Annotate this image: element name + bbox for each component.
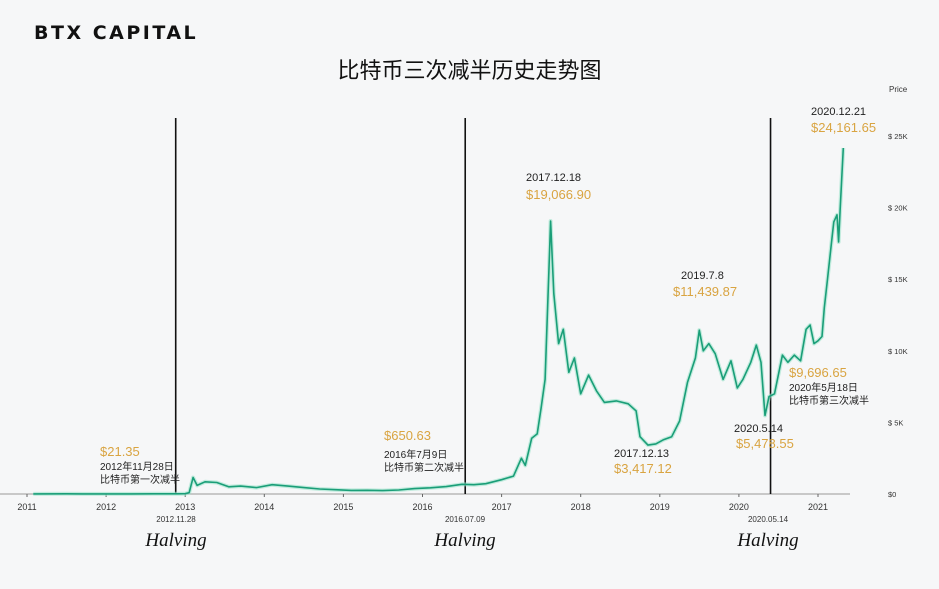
x-tick-label: 2019 [650,502,670,512]
y-axis-label: Price [889,85,908,94]
y-tick-label: $ 10K [888,347,908,356]
y-tick-label: $ 15K [888,275,908,284]
halving-label: Halving [737,530,799,551]
x-tick-label: 2013 [175,502,195,512]
halving-date-label: 2012.11.28 [156,515,196,524]
annotation-date: 2017.12.13 [614,448,670,460]
annotation-price: $11,439.87 [673,284,738,299]
x-tick-label: 2012 [96,502,116,512]
annotation-price: $21.35 [100,444,140,459]
annotation-note: 比特币第二次减半 [384,463,464,474]
annotation-price: $24,161.65 [811,120,877,135]
halving-label: Halving [145,530,207,551]
annotation-date: 2016年7月9日 [384,450,448,461]
annotation-price: $5,478.55 [736,436,794,451]
y-tick-label: $ 25K [888,132,908,141]
x-tick-label: 2014 [254,502,274,512]
chart-title: 比特币三次减半历史走势图 [337,59,602,84]
annotation-date: 2019.7.8 [681,270,724,282]
annotation-date: 2020年5月18日 [789,383,858,394]
price-line-glow [33,147,846,496]
x-tick-label: 2021 [808,502,828,512]
annotation-note: 比特币第一次减半 [100,475,180,486]
y-tick-label: $ 5K [888,418,903,427]
annotation-date: 2017.12.18 [526,172,582,184]
x-tick-label: 2020 [729,502,749,512]
halving-date-label: 2020.05.14 [747,515,789,524]
annotation-date: 2020.12.21 [811,106,867,118]
x-tick-label: 2018 [571,502,591,512]
annotation-price: $19,066.90 [526,187,592,202]
annotation-price: $650.63 [384,428,431,443]
annotation-date: 2020.5.14 [734,423,783,435]
x-tick-label: 2017 [492,502,512,512]
annotation-date: 2012年11月28日 [100,462,174,473]
annotation-price: $9,696.65 [789,365,847,380]
halving-date-label: 2016.07.09 [444,515,486,524]
halving-label: Halving [434,530,496,551]
annotation-price: $3,417.12 [614,461,672,476]
btx-capital-logo: BTX CAPITAL [34,22,199,44]
y-tick-label: $ 20K [888,204,908,213]
y-tick-label: $0 [888,490,896,499]
price-line [33,147,845,495]
x-tick-label: 2016 [412,502,432,512]
x-tick-label: 2015 [333,502,353,512]
x-tick-label: 2011 [17,502,36,512]
annotation-note: 比特币第三次减半 [789,396,869,407]
